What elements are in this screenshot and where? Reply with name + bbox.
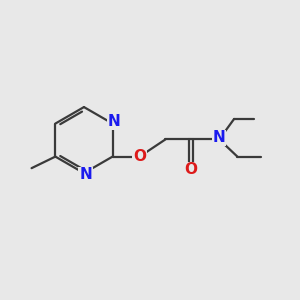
Text: O: O — [133, 149, 146, 164]
Text: N: N — [108, 114, 121, 129]
Text: N: N — [79, 167, 92, 182]
Text: N: N — [213, 130, 226, 145]
Text: O: O — [184, 162, 198, 177]
